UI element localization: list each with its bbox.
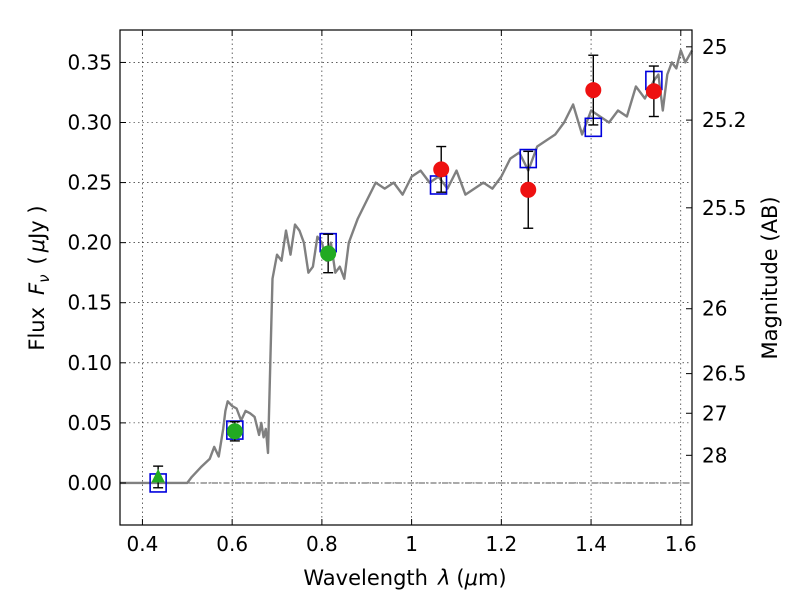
- observed-point: [645, 83, 662, 100]
- plot-frame: [119, 29, 693, 526]
- x-tick-label: 0.6: [216, 532, 248, 556]
- mag-tick-label: 28: [702, 443, 727, 467]
- y-tick-label: 0.20: [67, 231, 112, 255]
- y-tick-label: 0.15: [67, 291, 112, 315]
- x-tick-label: 1.2: [485, 532, 517, 556]
- x-axis-label: Wavelength λ (μm): [303, 566, 506, 590]
- x-tick-label: 0.4: [127, 532, 159, 556]
- x-tick-label: 1: [405, 532, 418, 556]
- observed-point: [226, 423, 243, 440]
- model-points: [149, 70, 663, 493]
- x-tick-label: 1.4: [575, 532, 607, 556]
- mag-tick-label: 25.2: [702, 108, 747, 132]
- mag-tick-label: 26.5: [702, 362, 747, 386]
- observed-point: [433, 161, 450, 178]
- mag-tick-label: 26: [702, 297, 727, 321]
- observed-point: [320, 245, 337, 262]
- grid: [120, 30, 692, 525]
- observed-point: [585, 82, 602, 99]
- y-tick-label: 0.05: [67, 411, 112, 435]
- y-tick-label: 0.25: [67, 171, 112, 195]
- y2-axis-label: Magnitude (AB): [758, 196, 782, 359]
- y-tick-label: 0.35: [67, 50, 112, 74]
- x-tick-label: 1.6: [665, 532, 697, 556]
- y-axis-label: FluxFν(μJy ): [25, 205, 53, 350]
- mag-tick-label: 25: [702, 35, 727, 59]
- mag-tick-label: 25.5: [702, 196, 747, 220]
- model-spectrum: [120, 49, 694, 485]
- spectrum-line: [120, 49, 694, 485]
- y-tick-label: 0.00: [67, 471, 112, 495]
- x-tick-label: 0.8: [306, 532, 338, 556]
- axis-ticks: 0.4 0.6 0.8 1 1.2 1.4 1.6 0.00 0.05 0.10 0.15 0.20 0…: [67, 30, 747, 556]
- axes-frame: [119, 29, 693, 526]
- y-tick-label: 0.30: [67, 111, 112, 135]
- mag-tick-label: 27: [702, 401, 727, 425]
- y-tick-label: 0.10: [67, 351, 112, 375]
- observed-point: [520, 181, 537, 198]
- observed-points: [151, 54, 662, 489]
- observed-triangle: [151, 468, 165, 483]
